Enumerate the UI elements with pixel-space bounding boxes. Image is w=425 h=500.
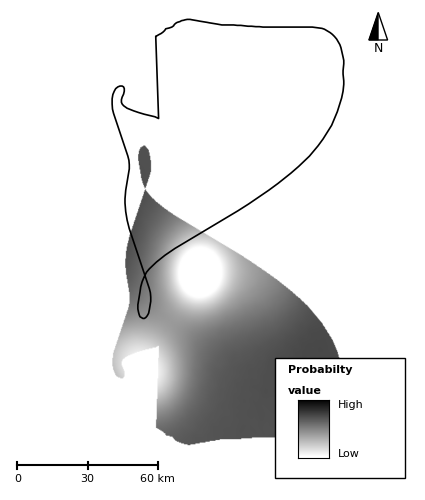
Text: Probabilty: Probabilty <box>288 365 353 375</box>
Text: N: N <box>374 42 383 55</box>
Polygon shape <box>369 12 378 40</box>
Text: 30: 30 <box>81 474 94 484</box>
Text: 60 km: 60 km <box>140 474 175 484</box>
Text: High: High <box>338 400 364 410</box>
Text: Low: Low <box>338 449 360 459</box>
Text: 0: 0 <box>14 474 21 484</box>
Text: value: value <box>288 386 322 396</box>
Polygon shape <box>369 12 388 40</box>
